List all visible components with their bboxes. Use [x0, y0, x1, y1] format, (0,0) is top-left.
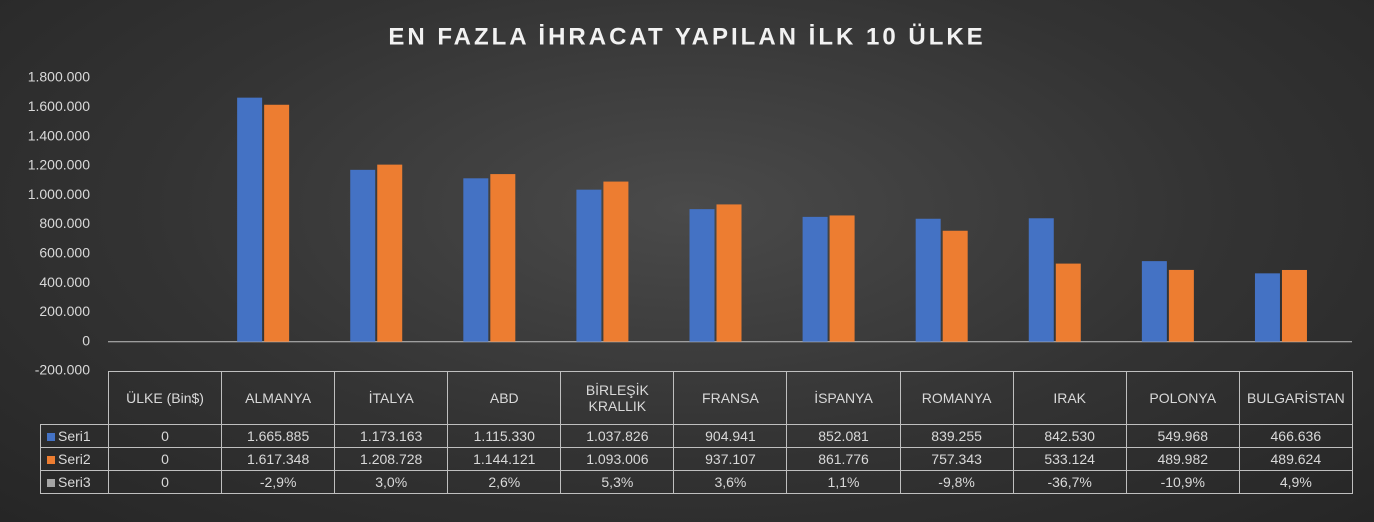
category-label: İSPANYA — [786, 371, 901, 425]
blank-cell — [40, 371, 109, 425]
category-label: ÜLKE (Bin$) — [107, 371, 223, 425]
y-tick-label: 600.000 — [39, 245, 90, 261]
value-label: 757.343 — [899, 447, 1014, 471]
legend-cell: Seri3 — [40, 470, 109, 494]
header-row: ÜLKE (Bin$) ALMANYA İTALYA ABD BİRLEŞİK KRAL… — [40, 371, 1353, 425]
value-label: 904.941 — [673, 424, 788, 448]
category-label: İTALYA — [334, 371, 449, 425]
value-label: 3,6% — [673, 470, 788, 494]
bar — [1028, 218, 1054, 342]
series-row: Seri2 0 1.617.348 1.208.728 1.144.121 1.093.0… — [40, 447, 1353, 471]
chart-title: EN FAZLA İHRACAT YAPILAN İLK 10 ÜLKE — [388, 23, 985, 50]
legend-cell: Seri2 — [40, 447, 109, 471]
value-label: 1.208.728 — [334, 447, 449, 471]
bar — [1141, 261, 1167, 342]
legend-label: Seri1 — [58, 428, 91, 444]
value-label: -10,9% — [1125, 470, 1240, 494]
bar — [716, 204, 742, 342]
category-label: ALMANYA — [221, 371, 336, 425]
value-label: 489.982 — [1125, 447, 1240, 471]
value-label: 5,3% — [560, 470, 675, 494]
bar — [350, 169, 376, 342]
legend-key — [47, 479, 55, 487]
value-label: 1.144.121 — [447, 447, 562, 471]
y-tick-label: 1.000.000 — [28, 186, 90, 202]
y-tick-label: 200.000 — [39, 303, 90, 319]
y-tick-label: 400.000 — [39, 274, 90, 290]
value-label: 1.665.885 — [221, 424, 336, 448]
bar — [264, 104, 290, 342]
value-label: 1,1% — [786, 470, 901, 494]
y-tick-label: 0 — [82, 332, 90, 348]
bar — [463, 178, 489, 342]
y-tick-label: 1.400.000 — [28, 127, 90, 143]
value-label: 466.636 — [1238, 424, 1353, 448]
bar — [802, 216, 828, 342]
series-row: Seri1 0 1.665.885 1.173.163 1.115.330 1.037.8… — [40, 424, 1353, 448]
bar — [1254, 273, 1280, 342]
value-label: 0 — [107, 447, 223, 471]
bar — [237, 97, 263, 342]
value-label: 1.173.163 — [334, 424, 449, 448]
value-label: -2,9% — [221, 470, 336, 494]
category-label: POLONYA — [1125, 371, 1240, 425]
value-label: 842.530 — [1012, 424, 1127, 448]
value-label: 0 — [107, 470, 223, 494]
bar — [689, 209, 715, 342]
value-label: -36,7% — [1012, 470, 1127, 494]
bar — [1055, 263, 1081, 342]
series-row: Seri3 0 -2,9% 3,0% 2,6% 5,3% 3,6% 1,1% -9,8% -36,… — [40, 470, 1353, 494]
value-label: 0 — [107, 424, 223, 448]
bar — [1281, 269, 1307, 342]
bar — [942, 230, 968, 342]
legend-cell: Seri1 — [40, 424, 109, 448]
value-label: 4,9% — [1238, 470, 1353, 494]
bar — [377, 164, 403, 342]
bar — [1168, 269, 1194, 342]
value-label: 839.255 — [899, 424, 1014, 448]
value-label: 549.968 — [1125, 424, 1240, 448]
y-tick-label: 1.200.000 — [28, 157, 90, 173]
legend-key — [47, 433, 55, 441]
category-label: IRAK — [1012, 371, 1127, 425]
value-label: -9,8% — [899, 470, 1014, 494]
value-label: 2,6% — [447, 470, 562, 494]
category-label: BİRLEŞİK KRALLIK — [560, 371, 675, 425]
legend-label: Seri2 — [58, 451, 91, 467]
category-label: FRANSA — [673, 371, 788, 425]
y-tick-label: 1.600.000 — [28, 98, 90, 114]
value-label: 1.115.330 — [447, 424, 562, 448]
y-tick-label: 1.800.000 — [28, 69, 90, 85]
value-label: 1.037.826 — [560, 424, 675, 448]
value-label: 489.624 — [1238, 447, 1353, 471]
value-label: 1.093.006 — [560, 447, 675, 471]
data-table: ÜLKE (Bin$) ALMANYA İTALYA ABD BİRLEŞİK KRAL… — [40, 371, 1353, 494]
legend-key — [47, 456, 55, 464]
category-label: ROMANYA — [899, 371, 1014, 425]
value-label: 852.081 — [786, 424, 901, 448]
y-tick-label: 800.000 — [39, 215, 90, 231]
value-label: 861.776 — [786, 447, 901, 471]
bar — [915, 218, 941, 342]
value-label: 1.617.348 — [221, 447, 336, 471]
value-label: 533.124 — [1012, 447, 1127, 471]
bar — [490, 174, 516, 342]
bar — [603, 181, 629, 342]
legend-label: Seri3 — [58, 474, 91, 490]
bar — [576, 189, 602, 342]
category-label: ABD — [447, 371, 562, 425]
category-label: BULGARİSTAN — [1238, 371, 1353, 425]
bar — [829, 215, 855, 342]
value-label: 937.107 — [673, 447, 788, 471]
value-label: 3,0% — [334, 470, 449, 494]
